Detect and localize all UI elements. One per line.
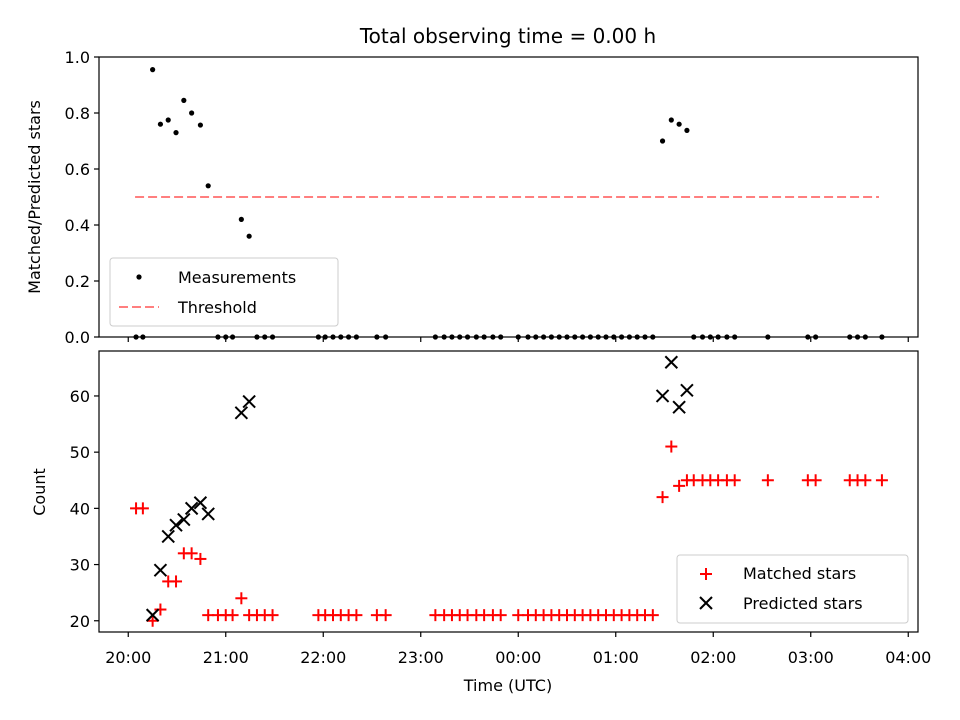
- matched-star-point: [665, 440, 678, 453]
- matched-star-point: [761, 474, 774, 487]
- matched-star-point: [350, 609, 363, 622]
- measurement-point: [659, 138, 666, 144]
- predicted-star-point: [161, 529, 175, 544]
- measurement-point: [676, 121, 682, 127]
- x-tick-label: 23:00: [398, 648, 444, 667]
- predicted-star-point: [193, 496, 208, 510]
- matched-star-point: [673, 479, 686, 492]
- x-tick-label: 04:00: [885, 648, 931, 667]
- top-chart-title: Total observing time = 0.00 h: [359, 24, 656, 48]
- top-y-tick-label: 0.0: [65, 328, 90, 347]
- legend-measurements-label: Measurements: [178, 268, 296, 287]
- measurement-points: [133, 67, 885, 340]
- measurement-point: [150, 67, 156, 73]
- x-tick-label: 22:00: [300, 648, 346, 667]
- matched-star-point: [154, 603, 167, 616]
- legend-threshold-label: Threshold: [177, 298, 257, 317]
- matched-star-point: [226, 609, 239, 622]
- matched-star-point: [728, 474, 741, 487]
- measurement-point: [189, 110, 195, 116]
- predicted-star-point: [184, 501, 199, 516]
- measurement-point: [238, 216, 244, 222]
- predicted-star-point: [153, 563, 168, 577]
- measurement-point: [165, 117, 171, 123]
- bottom-y-axis-label: Count: [30, 468, 49, 516]
- predicted-star-point: [672, 400, 686, 414]
- matched-star-point: [875, 474, 888, 487]
- measurement-point: [157, 121, 164, 127]
- predicted-star-point: [177, 512, 191, 527]
- bottom-y-tick-label: 40: [70, 499, 90, 518]
- matched-star-point: [136, 502, 149, 515]
- measurement-point: [246, 233, 252, 239]
- matched-star-point: [859, 474, 872, 487]
- matched-star-point: [266, 609, 279, 622]
- x-tick-label: 02:00: [690, 648, 736, 667]
- measurement-point: [197, 122, 203, 128]
- x-axis-label: Time (UTC): [463, 676, 552, 695]
- predicted-star-point: [201, 507, 215, 521]
- top-y-tick-label: 0.8: [65, 104, 90, 123]
- bottom-legend-box: [676, 554, 909, 624]
- matched-star-point: [194, 552, 207, 565]
- top-legend: Measurements Threshold: [109, 257, 339, 327]
- top-axes-frame: [98, 56, 919, 338]
- x-tick-label: 21:00: [203, 648, 249, 667]
- legend-predicted-label: Predicted stars: [743, 594, 863, 613]
- top-y-tick-label: 1.0: [65, 48, 90, 67]
- x-tick-label: 03:00: [788, 648, 834, 667]
- matched-star-point: [185, 547, 198, 560]
- bottom-y-tick-label: 60: [70, 387, 90, 406]
- predicted-star-point: [242, 394, 256, 409]
- predicted-star-point: [664, 355, 679, 369]
- top-y-tick-label: 0.4: [65, 216, 90, 235]
- x-tick-label: 00:00: [495, 648, 541, 667]
- top-y-tick-label: 0.2: [65, 272, 90, 291]
- matched-star-point: [379, 609, 392, 622]
- matched-star-point: [494, 609, 507, 622]
- x-tick-label: 20:00: [105, 648, 151, 667]
- bottom-axes-frame: [98, 350, 919, 633]
- matched-star-point: [146, 614, 159, 627]
- legend-matched-marker: [700, 568, 712, 580]
- predicted-star-point: [234, 406, 249, 420]
- predicted-star-point: [169, 518, 183, 532]
- matched-star-point: [646, 609, 659, 622]
- bottom-legend: Matched stars Predicted stars: [676, 554, 909, 624]
- bottom-y-tick-label: 50: [70, 443, 90, 462]
- top-y-axis-label: Matched/Predicted stars: [25, 100, 44, 294]
- legend-measurements-marker: [136, 274, 142, 280]
- measurement-point: [684, 127, 690, 133]
- bottom-panel: Count Time (UTC) 20 30 40 50 60 20:00 21:00 22…: [30, 350, 931, 695]
- bottom-x-ticks: 20:00 21:00 22:00 23:00 00:00 01:00 02:00 03:00…: [105, 632, 931, 667]
- top-legend-box: [109, 257, 339, 327]
- legend-predicted-marker: [699, 596, 713, 610]
- matched-star-point: [809, 474, 822, 487]
- predicted-star-point: [680, 383, 694, 398]
- top-y-tick-label: 0.6: [65, 160, 90, 179]
- top-panel: Total observing time = 0.00 h Matched/Pr…: [25, 24, 919, 347]
- predicted-star-point: [145, 608, 160, 622]
- top-y-ticks: 0.0 0.2 0.4 0.6 0.8 1.0: [65, 48, 99, 347]
- bottom-y-tick-label: 20: [70, 612, 90, 631]
- measurement-point: [205, 183, 211, 189]
- matched-stars-points: [130, 440, 888, 627]
- matched-star-point: [235, 592, 248, 605]
- legend-matched-label: Matched stars: [743, 564, 856, 583]
- measurement-point: [668, 117, 674, 123]
- bottom-y-tick-label: 30: [70, 556, 90, 575]
- matched-star-point: [656, 491, 669, 504]
- measurement-point: [181, 97, 187, 103]
- matched-star-point: [170, 575, 183, 588]
- x-tick-label: 01:00: [593, 648, 639, 667]
- bottom-y-ticks: 20 30 40 50 60: [70, 387, 99, 631]
- predicted-star-point: [655, 389, 670, 403]
- predicted-stars-points: [145, 355, 694, 622]
- measurement-point: [173, 130, 179, 136]
